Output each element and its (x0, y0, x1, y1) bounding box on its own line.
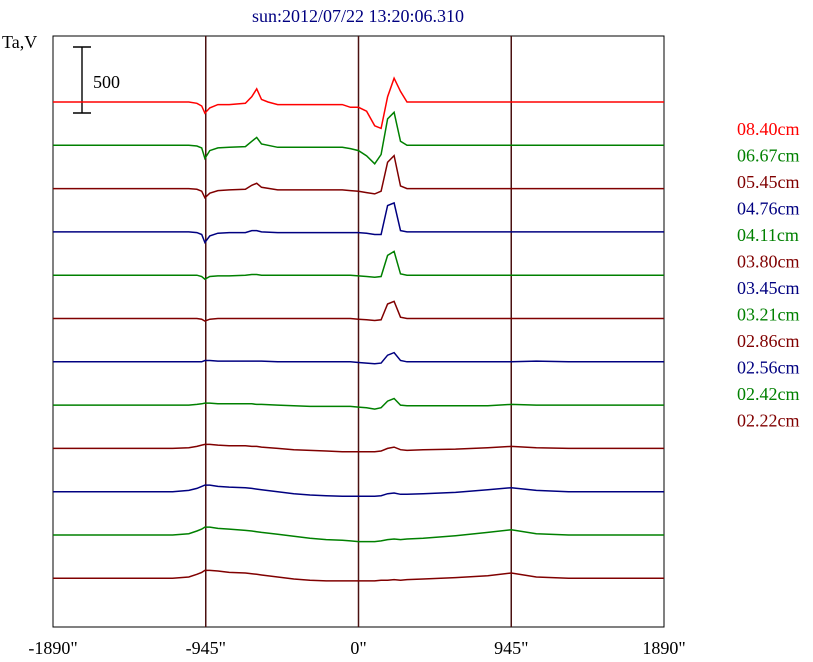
vertical-lines (205, 36, 512, 627)
series-line (53, 76, 664, 130)
legend-entry: 03.80cm (737, 252, 800, 272)
legend-entry: 02.42cm (737, 384, 800, 404)
chart-title: sun:2012/07/22 13:20:06.310 (252, 6, 464, 26)
series-line (53, 484, 664, 498)
series-line (53, 110, 664, 165)
x-tick-label: -945" (186, 638, 226, 658)
series-line (53, 526, 664, 543)
series-line (53, 201, 664, 245)
scale-bar: 500 (73, 46, 120, 114)
legend-entry: 05.45cm (737, 172, 800, 192)
series-line (53, 250, 664, 281)
legend-entry: 02.86cm (737, 331, 800, 351)
series-line (53, 351, 664, 365)
x-tick-label: 945" (494, 638, 528, 658)
x-tick-labels: -1890" -945" 0" 945" 1890" (28, 638, 685, 658)
series-line (53, 443, 664, 453)
legend-entry: 03.21cm (737, 305, 800, 325)
legend-entry: 06.67cm (737, 146, 800, 166)
legend: 08.40cm 06.67cm 05.45cm 04.76cm 04.11cm 03.80… (737, 119, 800, 431)
legend-entry: 03.45cm (737, 278, 800, 298)
series-line (53, 569, 664, 582)
series-group (53, 76, 664, 582)
x-tick-label: -1890" (28, 638, 77, 658)
scale-bar-label: 500 (93, 72, 120, 92)
series-line (53, 154, 664, 200)
legend-entry: 04.11cm (737, 225, 799, 245)
legend-entry: 02.22cm (737, 411, 800, 431)
x-tick-label: 0" (350, 638, 366, 658)
y-axis-label: Ta,V (2, 32, 37, 52)
series-line (53, 300, 664, 322)
series-line (53, 397, 664, 410)
legend-entry: 02.56cm (737, 358, 800, 378)
legend-entry: 08.40cm (737, 119, 800, 139)
x-tick-label: 1890" (642, 638, 685, 658)
legend-entry: 04.76cm (737, 199, 800, 219)
